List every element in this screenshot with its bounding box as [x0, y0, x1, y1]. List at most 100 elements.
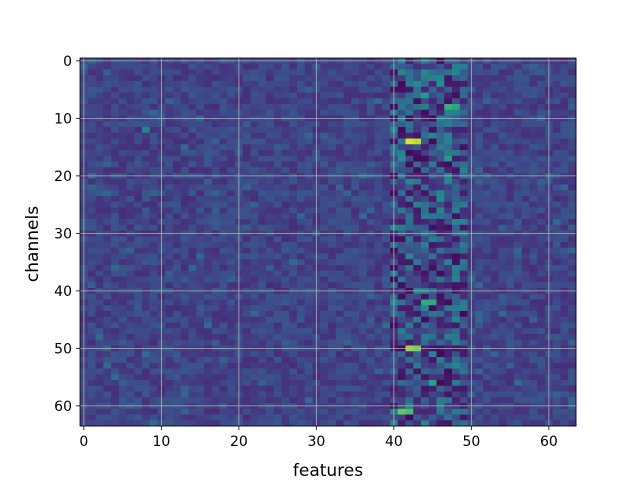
heatmap-cell — [382, 351, 391, 358]
heatmap-cell — [382, 138, 391, 145]
heatmap-cell — [211, 339, 220, 346]
heatmap-cell — [405, 270, 414, 277]
heatmap-cell — [351, 155, 360, 162]
heatmap-cell — [211, 150, 220, 157]
heatmap-cell — [95, 69, 104, 76]
heatmap-cell — [335, 374, 344, 381]
heatmap-cell — [273, 328, 282, 335]
heatmap-cell — [273, 138, 282, 145]
heatmap-cell — [560, 63, 569, 70]
heatmap-cell — [374, 282, 383, 289]
heatmap-cell — [173, 104, 182, 111]
heatmap-cell — [219, 374, 228, 381]
heatmap-cell — [351, 236, 360, 243]
heatmap-cell — [242, 63, 251, 70]
heatmap-cell — [126, 127, 135, 134]
heatmap-cell — [428, 299, 437, 306]
heatmap-cell — [297, 357, 306, 364]
heatmap-cell — [366, 86, 375, 93]
heatmap-cell — [421, 253, 430, 260]
heatmap-cell — [180, 276, 189, 283]
heatmap-cell — [227, 265, 236, 272]
heatmap-cell — [103, 362, 112, 369]
heatmap-cell — [529, 69, 538, 76]
heatmap-cell — [118, 299, 127, 306]
heatmap-cell — [219, 138, 228, 145]
heatmap-cell — [304, 276, 313, 283]
heatmap-cell — [173, 293, 182, 300]
heatmap-cell — [436, 357, 445, 364]
heatmap-cell — [475, 224, 484, 231]
heatmap-cell — [359, 150, 368, 157]
heatmap-cell — [204, 293, 213, 300]
heatmap-cell — [351, 63, 360, 70]
heatmap-cell — [506, 150, 515, 157]
heatmap-cell — [111, 219, 120, 226]
heatmap-cell — [242, 311, 251, 318]
heatmap-cell — [328, 322, 337, 329]
heatmap-cell — [173, 201, 182, 208]
heatmap-cell — [452, 92, 461, 99]
heatmap-cell — [320, 236, 329, 243]
heatmap-cell — [87, 339, 96, 346]
heatmap-cell — [95, 121, 104, 128]
heatmap-cell — [351, 334, 360, 341]
heatmap-cell — [165, 98, 174, 105]
heatmap-cell — [289, 316, 298, 323]
heatmap-cell — [227, 92, 236, 99]
heatmap-cell — [111, 86, 120, 93]
heatmap-cell — [134, 362, 143, 369]
heatmap-cell — [320, 247, 329, 254]
heatmap-cell — [436, 121, 445, 128]
heatmap-cell — [111, 104, 120, 111]
heatmap-cell — [258, 299, 267, 306]
heatmap-cell — [103, 391, 112, 398]
heatmap-cell — [180, 178, 189, 185]
heatmap-cell — [134, 265, 143, 272]
heatmap-cell — [266, 184, 275, 191]
heatmap-cell — [266, 207, 275, 214]
heatmap-cell — [343, 219, 352, 226]
heatmap-cell — [320, 253, 329, 260]
heatmap-cell — [289, 351, 298, 358]
heatmap-cell — [134, 98, 143, 105]
heatmap-cell — [149, 184, 158, 191]
heatmap-cell — [95, 368, 104, 375]
heatmap-cell — [134, 305, 143, 312]
heatmap-cell — [227, 391, 236, 398]
heatmap-cell — [459, 305, 468, 312]
heatmap-cell — [188, 242, 197, 249]
heatmap-cell — [537, 374, 546, 381]
heatmap-cell — [351, 207, 360, 214]
heatmap-cell — [436, 420, 445, 427]
heatmap-cell — [374, 167, 383, 174]
heatmap-cell — [514, 270, 523, 277]
heatmap-cell — [304, 196, 313, 203]
heatmap-cell — [444, 311, 453, 318]
heatmap-cell — [95, 265, 104, 272]
heatmap-cell — [219, 368, 228, 375]
heatmap-cell — [188, 178, 197, 185]
heatmap-cell — [219, 236, 228, 243]
heatmap-cell — [351, 305, 360, 312]
heatmap-cell — [126, 190, 135, 197]
heatmap-cell — [173, 167, 182, 174]
heatmap-cell — [459, 270, 468, 277]
heatmap-cell — [95, 253, 104, 260]
heatmap-cell — [297, 81, 306, 88]
heatmap-cell — [343, 334, 352, 341]
heatmap-cell — [483, 236, 492, 243]
heatmap-cell — [211, 224, 220, 231]
heatmap-cell — [405, 351, 414, 358]
heatmap-cell — [204, 81, 213, 88]
heatmap-cell — [397, 414, 406, 421]
heatmap-cell — [521, 213, 530, 220]
heatmap-cell — [328, 132, 337, 139]
heatmap-cell — [475, 132, 484, 139]
heatmap-cell — [421, 150, 430, 157]
heatmap-cell — [568, 253, 577, 260]
heatmap-cell — [343, 247, 352, 254]
heatmap-cell — [483, 380, 492, 387]
heatmap-cell — [134, 282, 143, 289]
